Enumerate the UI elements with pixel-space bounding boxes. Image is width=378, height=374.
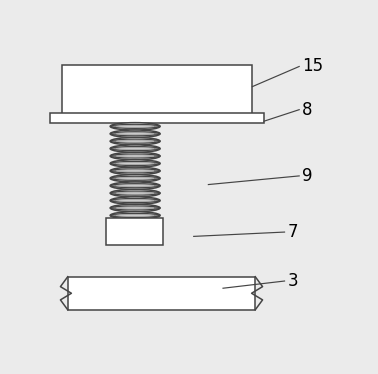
Bar [50, 113, 264, 123]
Ellipse shape [110, 167, 160, 175]
Ellipse shape [110, 191, 160, 195]
Ellipse shape [116, 148, 154, 150]
Ellipse shape [110, 212, 160, 219]
Ellipse shape [110, 145, 160, 152]
Ellipse shape [110, 189, 160, 197]
Ellipse shape [116, 155, 154, 157]
Ellipse shape [110, 197, 160, 204]
Ellipse shape [116, 185, 154, 187]
Ellipse shape [110, 152, 160, 160]
Bar [68, 277, 255, 310]
Ellipse shape [110, 175, 160, 182]
Text: 15: 15 [302, 58, 323, 76]
Ellipse shape [116, 162, 154, 165]
Ellipse shape [110, 130, 160, 138]
Ellipse shape [110, 123, 160, 130]
Ellipse shape [110, 147, 160, 151]
Ellipse shape [116, 214, 154, 217]
Ellipse shape [110, 138, 160, 145]
Ellipse shape [110, 199, 160, 203]
Ellipse shape [116, 207, 154, 209]
Ellipse shape [110, 169, 160, 173]
Text: 9: 9 [302, 167, 313, 185]
Ellipse shape [110, 139, 160, 143]
Ellipse shape [110, 154, 160, 158]
Ellipse shape [116, 140, 154, 142]
Ellipse shape [116, 177, 154, 179]
Bar [62, 65, 253, 114]
Ellipse shape [116, 125, 154, 128]
Ellipse shape [116, 170, 154, 172]
Ellipse shape [110, 176, 160, 180]
Ellipse shape [110, 160, 160, 167]
Ellipse shape [116, 192, 154, 194]
Text: 8: 8 [302, 101, 313, 119]
Ellipse shape [110, 184, 160, 188]
Ellipse shape [110, 162, 160, 165]
Ellipse shape [110, 124, 160, 128]
Ellipse shape [110, 213, 160, 217]
Ellipse shape [110, 182, 160, 189]
Ellipse shape [110, 204, 160, 212]
Ellipse shape [110, 132, 160, 136]
Ellipse shape [110, 206, 160, 210]
Ellipse shape [116, 199, 154, 202]
Bar [106, 218, 163, 245]
Ellipse shape [116, 133, 154, 135]
Text: 7: 7 [287, 223, 298, 241]
Text: 3: 3 [287, 272, 298, 290]
